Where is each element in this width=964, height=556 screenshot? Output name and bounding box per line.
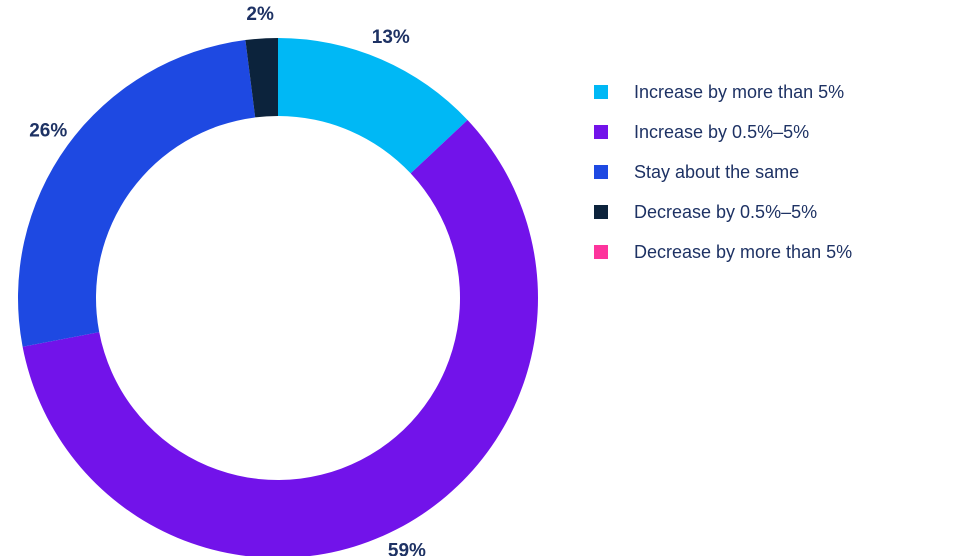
legend-item: Increase by 0.5%–5% — [594, 112, 852, 152]
slice-increase-by-0-5-5 — [22, 120, 538, 556]
legend-item: Stay about the same — [594, 152, 852, 192]
legend-label: Decrease by 0.5%–5% — [634, 201, 818, 222]
legend-label: Decrease by more than 5% — [634, 241, 853, 262]
legend-label: Increase by more than 5% — [634, 81, 845, 102]
legend-swatch — [594, 165, 608, 179]
legend-swatch — [594, 125, 608, 139]
slice-labels: 13% 59% 26% 2% — [29, 4, 426, 556]
data-label-increase-by-more-than-5: 13% — [372, 27, 410, 48]
chart-legend: Increase by more than 5% Increase by 0.5… — [594, 72, 852, 272]
legend-label: Stay about the same — [634, 161, 800, 182]
legend-item: Increase by more than 5% — [594, 72, 852, 112]
legend-label: Increase by 0.5%–5% — [634, 121, 810, 142]
legend-swatch — [594, 85, 608, 99]
data-label-stay-about-the-same: 26% — [29, 121, 67, 142]
data-label-decrease-by-0-5-5: 2% — [246, 4, 274, 25]
slice-decrease-by-0-5-5 — [245, 38, 278, 118]
legend-item: Decrease by more than 5% — [594, 232, 852, 272]
slice-stay-about-the-same — [17, 40, 256, 347]
legend-swatch — [594, 205, 608, 219]
legend-swatch — [594, 245, 608, 259]
data-label-increase-by-0-5-5: 59% — [388, 541, 426, 556]
donut-slices — [17, 38, 538, 556]
slice-increase-by-more-than-5 — [278, 38, 468, 174]
legend-item: Decrease by 0.5%–5% — [594, 192, 852, 232]
